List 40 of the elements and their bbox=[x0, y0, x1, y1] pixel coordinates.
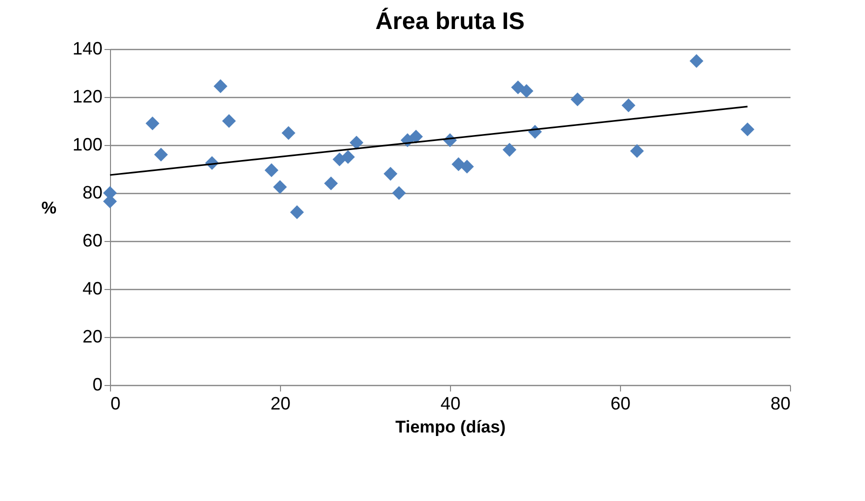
point bbox=[273, 180, 287, 194]
point bbox=[570, 92, 584, 106]
x-tick-label: 60 bbox=[610, 394, 631, 414]
x-tick-label: 40 bbox=[440, 394, 461, 414]
point bbox=[452, 157, 466, 172]
x-tick-label: 80 bbox=[770, 394, 790, 414]
y-tick-label: 140 bbox=[72, 38, 102, 58]
y-tick-label: 20 bbox=[82, 326, 102, 346]
point bbox=[154, 148, 168, 162]
y-tick-label: 80 bbox=[82, 182, 102, 202]
point bbox=[350, 136, 364, 150]
y-tick-label: 0 bbox=[92, 374, 102, 394]
point bbox=[264, 163, 278, 178]
point bbox=[622, 98, 636, 112]
point bbox=[222, 114, 236, 128]
x-axis-title: Tiempo (días) bbox=[395, 418, 506, 436]
y-tick-label: 100 bbox=[72, 134, 102, 154]
y-axis-title: % bbox=[41, 198, 56, 218]
point bbox=[460, 160, 474, 174]
point bbox=[214, 79, 228, 94]
point bbox=[341, 150, 355, 164]
point bbox=[630, 144, 644, 158]
point bbox=[740, 122, 754, 136]
point bbox=[146, 116, 160, 130]
x-tick-label: 0 bbox=[110, 394, 121, 414]
point bbox=[520, 84, 534, 98]
y-tick-label: 40 bbox=[82, 278, 102, 298]
point bbox=[511, 80, 525, 94]
point bbox=[502, 142, 516, 157]
point bbox=[290, 205, 304, 220]
point bbox=[409, 130, 423, 144]
y-tick-label: 60 bbox=[82, 230, 102, 250]
point bbox=[282, 126, 296, 140]
x-tick-label: 20 bbox=[270, 394, 291, 414]
y-tick-label: 120 bbox=[72, 86, 102, 106]
point bbox=[690, 54, 704, 68]
chart-title: Área bruta IS bbox=[375, 7, 525, 35]
point bbox=[392, 186, 406, 200]
point bbox=[384, 166, 398, 181]
point bbox=[324, 176, 338, 190]
